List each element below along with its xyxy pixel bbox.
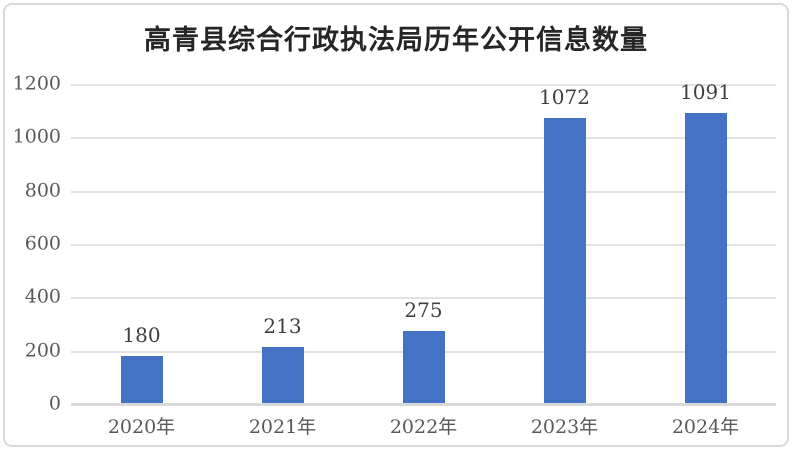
x-tick-label: 2023年 [530,416,599,438]
bar-value-label: 1091 [680,80,731,105]
x-axis-tick-labels: 2020年 2021年 2022年 2023年 2024年 [71,416,776,446]
y-tick-label: 600 [24,232,61,255]
bar-2021年 [261,347,304,404]
gridline [71,137,776,140]
x-tick-label: 2024年 [671,416,740,438]
y-tick-label: 800 [24,179,61,202]
bar-value-label: 275 [404,297,443,322]
gridline [71,297,776,300]
y-tick-label: 1000 [12,125,61,148]
y-tick-label: 0 [48,392,61,415]
bar-2022年 [402,330,445,404]
x-tick-label: 2020年 [107,416,176,438]
gridline [71,244,776,246]
x-axis-line [71,403,776,406]
y-tick-label: 1200 [12,72,61,95]
plot-area: 180 213 275 1072 1091 [71,80,776,404]
x-tick-label: 2021年 [248,416,317,438]
x-tick-label: 2022年 [389,416,458,438]
bar-2024年 [684,113,727,404]
y-axis-tick-labels: 0 200 400 600 800 1000 1200 [5,74,61,413]
bar-value-label: 180 [122,323,161,347]
gridline [71,190,776,193]
gridline [71,84,776,86]
bar-value-label: 1072 [539,85,590,110]
chart-title: 高青县综合行政执法局历年公开信息数量 [144,25,648,56]
bar-2023年 [543,118,586,404]
bar-value-label: 213 [263,314,302,339]
y-tick-label: 200 [24,339,61,362]
chart-container: 高青县综合行政执法局历年公开信息数量 0 200 400 600 800 1000 1200… [3,3,789,447]
y-tick-label: 400 [24,285,61,308]
bar-2020年 [120,356,163,404]
